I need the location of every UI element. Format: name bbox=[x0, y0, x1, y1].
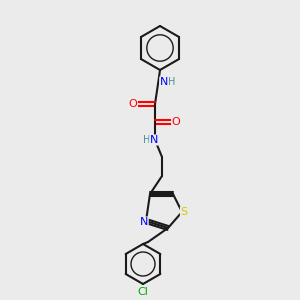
Text: H: H bbox=[168, 77, 176, 87]
Text: N: N bbox=[160, 77, 168, 87]
Text: N: N bbox=[150, 135, 158, 145]
Text: O: O bbox=[129, 99, 137, 109]
Text: H: H bbox=[143, 135, 151, 145]
Text: O: O bbox=[172, 117, 180, 127]
Text: Cl: Cl bbox=[138, 287, 148, 297]
Text: N: N bbox=[140, 217, 148, 227]
Text: S: S bbox=[180, 207, 188, 217]
